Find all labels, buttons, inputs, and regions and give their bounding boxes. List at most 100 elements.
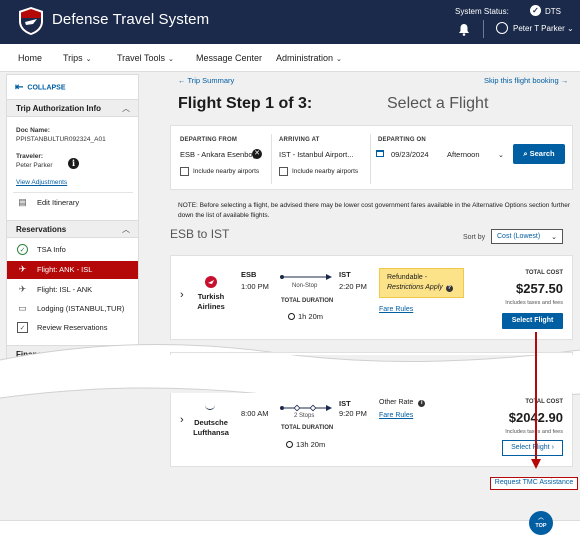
trip-info-title: Trip Authorization Info	[16, 104, 102, 113]
arrival-time: 2:20 PM	[339, 282, 367, 291]
system-status-value: DTS	[545, 7, 561, 16]
clock-icon	[286, 441, 293, 448]
top-header: Defense Travel System System Status: ✓ D…	[0, 0, 580, 44]
view-adjustments-link[interactable]: View Adjustments	[16, 179, 68, 186]
arrival-airport: IST	[339, 399, 351, 408]
divider	[370, 134, 371, 184]
skip-flight-label: Skip this flight booking	[484, 76, 559, 85]
request-tmc-assistance-link[interactable]: Request TMC Assistance	[490, 477, 578, 490]
other-rate-text: Other Rate	[379, 399, 414, 406]
departure-date-input[interactable]: 09/23/2024	[391, 150, 429, 159]
arrow-left-icon: ←	[178, 76, 186, 85]
page-title: Flight Step 1 of 3:	[178, 95, 313, 112]
trip-summary-label: Trip Summary	[187, 76, 235, 85]
total-cost-value: $2042.90	[483, 410, 563, 425]
sort-by-select[interactable]: Cost (Lowest) ⌄	[491, 229, 563, 244]
select-flight-label: Select Flight	[511, 444, 550, 451]
calendar-icon[interactable]	[376, 150, 384, 157]
departing-from-label: DEPARTING FROM	[180, 137, 238, 143]
nav-message-center[interactable]: Message Center	[196, 53, 262, 63]
sidebar-item-flight-isl-ank[interactable]: ✈ Flight: ISL - ANK	[7, 282, 138, 298]
user-avatar-icon[interactable]	[496, 22, 508, 34]
lufthansa-logo-icon	[205, 404, 215, 410]
nav-home-label: Home	[18, 53, 43, 63]
turkish-airlines-logo-icon	[205, 276, 217, 288]
chevron-right-icon: ›	[551, 444, 554, 451]
clear-icon[interactable]: ✕	[252, 149, 262, 159]
sidebar-item-label: TSA Info	[37, 245, 66, 254]
check-circle-icon: ✓	[530, 5, 541, 16]
back-to-top-button[interactable]: ︿ TOP	[529, 511, 553, 535]
flight-search-panel: DEPARTING FROM ESB - Ankara Esenboga ✕ I…	[170, 125, 573, 190]
plane-icon: ✈	[18, 264, 27, 274]
select-flight-button[interactable]: Select Flight	[502, 313, 563, 329]
fare-rules-link[interactable]: Fare Rules	[379, 306, 414, 313]
departure-time: 8:00 AM	[241, 409, 269, 418]
info-icon[interactable]: i	[68, 158, 79, 169]
nav-home[interactable]: Home	[18, 53, 42, 63]
duration-value: 13h 20m	[296, 440, 326, 449]
skip-flight-booking-link[interactable]: Skip this flight booking →	[484, 76, 568, 85]
divider	[271, 134, 272, 184]
reservations-section-header[interactable]: Reservations ︿	[7, 220, 138, 238]
total-cost-label: TOTAL COST	[525, 270, 563, 276]
nearby-airports-label: Include nearby airports	[193, 168, 260, 175]
nearby-airports-checkbox-departing[interactable]	[180, 167, 189, 176]
arrow-right-icon: →	[560, 76, 569, 85]
nav-trips[interactable]: Trips ⌄	[63, 53, 92, 63]
nav-travel-tools[interactable]: Travel Tools ⌄	[117, 53, 174, 63]
sidebar-item-label: Lodging (ISTANBUL,TUR)	[37, 304, 125, 313]
bell-icon[interactable]	[458, 23, 470, 36]
user-menu[interactable]: Peter T Parker ⌄	[513, 24, 574, 33]
refundable-badge[interactable]: Refundable - Restrictions Apply?	[379, 268, 464, 298]
select-flight-button[interactable]: Select Flight ›	[502, 440, 563, 456]
restrictions-label: Restrictions Apply	[387, 284, 443, 291]
nearby-airports-checkbox-arriving[interactable]	[279, 167, 288, 176]
departure-time-select[interactable]: Afternoon	[447, 150, 480, 159]
collapse-button[interactable]: ⇤ COLLAPSE	[15, 82, 66, 93]
annotation-line	[535, 332, 537, 462]
main-nav: Home Trips ⌄ Travel Tools ⌄ Message Center…	[0, 44, 580, 72]
sidebar-item-lodging[interactable]: ▭ Lodging (ISTANBUL,TUR)	[7, 301, 138, 317]
fare-rules-link[interactable]: Fare Rules	[379, 412, 414, 419]
departure-time: 1:00 PM	[241, 282, 269, 291]
info-icon[interactable]: i	[418, 400, 426, 407]
nav-administration[interactable]: Administration ⌄	[276, 53, 342, 63]
reservations-title: Reservations	[16, 225, 67, 234]
sidebar-item-flight-ank-isl[interactable]: ✈ Flight: ANK - ISL	[7, 261, 138, 279]
nearby-airports-label: Include nearby airports	[292, 168, 359, 175]
total-duration-label: TOTAL DURATION	[281, 298, 334, 304]
chevron-right-icon[interactable]: ›	[180, 414, 184, 426]
traveler-label: Traveler:	[16, 153, 44, 160]
search-button[interactable]: ⌕ Search	[513, 144, 565, 164]
arriving-at-input[interactable]: IST - Istanbul Airport...	[279, 150, 354, 159]
arrival-time: 9:20 PM	[339, 409, 367, 418]
dts-shield-logo-icon[interactable]	[17, 6, 45, 36]
sidebar-item-tsa-info[interactable]: ✓ TSA Info	[7, 242, 138, 258]
chevron-up-icon: ︿	[122, 104, 130, 113]
arriving-at-label: ARRIVING AT	[279, 137, 320, 143]
airline-name: Deutsche Lufthansa	[193, 418, 229, 437]
doc-name-value: PPISTANBULTUR092324_A01	[16, 136, 106, 143]
search-icon: ⌕	[523, 149, 528, 158]
trip-summary-link[interactable]: ← Trip Summary	[178, 76, 234, 85]
nav-administration-label: Administration	[276, 53, 334, 63]
taxes-fees-note: Includes taxes and fees	[505, 429, 563, 435]
edit-itinerary-item[interactable]: ▤ Edit Itinerary	[7, 195, 138, 211]
divider	[13, 192, 133, 193]
departing-from-input[interactable]: ESB - Ankara Esenboga	[180, 150, 261, 159]
chevron-down-icon: ⌄	[498, 152, 504, 159]
taxes-fees-note: Includes taxes and fees	[505, 300, 563, 306]
sort-by-value: Cost (Lowest)	[497, 233, 541, 240]
edit-itinerary-label: Edit Itinerary	[37, 198, 80, 207]
nav-trips-label: Trips	[63, 53, 83, 63]
help-icon[interactable]: ?	[445, 285, 453, 292]
total-duration: 13h 20m	[286, 440, 325, 449]
page-subtitle: Select a Flight	[387, 95, 489, 112]
sidebar-item-review-reservations[interactable]: ✓ Review Reservations	[7, 320, 138, 336]
arrival-airport: IST	[339, 270, 351, 279]
sidebar-item-label: Flight: ANK - ISL	[37, 265, 93, 274]
chevron-right-icon[interactable]: ›	[180, 289, 184, 301]
trip-info-section-header[interactable]: Trip Authorization Info ︿	[7, 99, 138, 117]
